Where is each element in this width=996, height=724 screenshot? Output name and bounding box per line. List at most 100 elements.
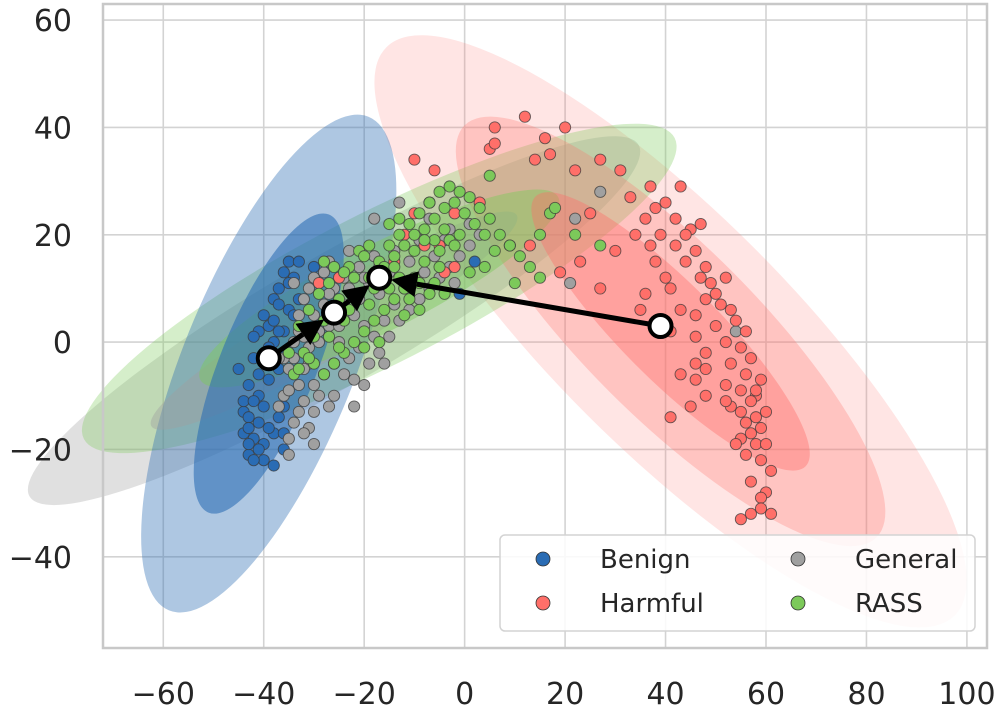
point-general <box>729 325 742 338</box>
point-rass <box>408 244 421 257</box>
point-benign <box>247 330 260 343</box>
point-harmful <box>639 212 652 225</box>
point-rass <box>483 169 496 182</box>
point-rass <box>453 185 466 198</box>
y-tick-label: 40 <box>34 111 72 146</box>
point-harmful <box>669 239 682 252</box>
legend: Benign General Harmful RASS <box>499 534 976 632</box>
point-harmful <box>689 330 702 343</box>
point-harmful <box>739 448 752 461</box>
point-harmful <box>559 121 572 134</box>
point-rass <box>383 239 396 252</box>
point-harmful <box>754 502 768 515</box>
point-rass <box>433 260 446 274</box>
point-harmful <box>709 319 722 333</box>
point-benign <box>242 411 255 424</box>
point-harmful <box>669 212 682 225</box>
point-harmful <box>754 373 768 386</box>
legend-marker-rass <box>790 595 806 611</box>
point-rass <box>463 191 476 204</box>
point-rass <box>403 217 416 231</box>
point-rass <box>438 223 451 236</box>
point-harmful <box>734 405 747 418</box>
point-harmful <box>674 303 687 316</box>
x-tick-label: 100 <box>938 677 995 712</box>
y-tick-label: 20 <box>34 219 72 254</box>
point-rass <box>333 341 346 354</box>
point-general <box>317 266 331 279</box>
point-benign <box>242 438 255 451</box>
point-harmful <box>689 309 702 322</box>
point-rass <box>413 303 426 316</box>
point-rass <box>473 201 486 214</box>
point-general <box>413 293 426 306</box>
point-benign <box>262 373 275 386</box>
point-rass <box>433 185 446 198</box>
point-harmful <box>699 293 712 306</box>
point-harmful <box>704 277 717 290</box>
point-benign <box>252 368 265 381</box>
point-general <box>307 438 321 451</box>
point-harmful <box>408 153 421 166</box>
point-general <box>287 416 300 429</box>
point-harmful <box>634 303 647 316</box>
point-rass <box>322 330 336 343</box>
point-benign <box>282 255 295 268</box>
point-harmful <box>749 384 763 397</box>
point-rass <box>358 341 371 354</box>
point-harmful <box>574 255 587 268</box>
x-tick-label: 60 <box>747 677 785 712</box>
point-harmful <box>689 373 702 386</box>
point-general <box>322 287 336 300</box>
point-rass <box>358 250 371 263</box>
point-rass <box>282 346 295 359</box>
plot-border <box>101 2 989 650</box>
point-general <box>393 196 406 209</box>
point-harmful <box>734 513 747 526</box>
point-harmful <box>699 389 712 402</box>
point-harmful <box>518 110 531 123</box>
point-harmful <box>719 271 732 284</box>
point-general <box>348 373 361 386</box>
point-rass <box>413 207 426 220</box>
arrow-head <box>341 285 370 312</box>
point-harmful <box>554 266 567 279</box>
tick-labels: −60 −40 −20 0 20 40 60 80 100 −40 −20 0 20 40 60 <box>9 4 996 712</box>
point-harmful <box>689 357 702 370</box>
point-benign <box>468 255 481 268</box>
point-general <box>327 389 341 402</box>
point-rass <box>523 260 536 274</box>
plot-frame <box>101 2 989 650</box>
y-tick-label: −20 <box>9 433 72 468</box>
point-benign <box>272 298 285 311</box>
point-harmful <box>699 362 712 375</box>
y-tick-label: 60 <box>34 4 72 39</box>
point-benign <box>247 454 260 467</box>
point-general <box>463 239 476 252</box>
point-harmful <box>674 180 687 193</box>
centroid-marker <box>255 345 282 372</box>
point-rass <box>448 239 461 252</box>
point-rass <box>428 234 441 247</box>
point-general <box>418 266 431 279</box>
point-harmful <box>754 421 768 435</box>
centroid-markers <box>255 264 674 372</box>
point-benign <box>292 255 305 268</box>
point-harmful <box>719 336 732 349</box>
point-rass <box>393 228 406 241</box>
point-rass <box>408 228 421 241</box>
point-rass <box>388 260 401 274</box>
point-rass <box>418 223 431 236</box>
point-rass <box>312 287 326 300</box>
point-harmful <box>754 454 768 467</box>
point-rass <box>358 325 371 338</box>
arrow-shaft <box>416 281 654 328</box>
point-harmful <box>644 239 657 252</box>
point-rass <box>388 250 401 263</box>
point-general <box>322 400 336 413</box>
point-general <box>343 244 356 257</box>
point-benign <box>272 282 285 295</box>
point-benign <box>242 421 255 435</box>
point-rass <box>373 336 386 349</box>
